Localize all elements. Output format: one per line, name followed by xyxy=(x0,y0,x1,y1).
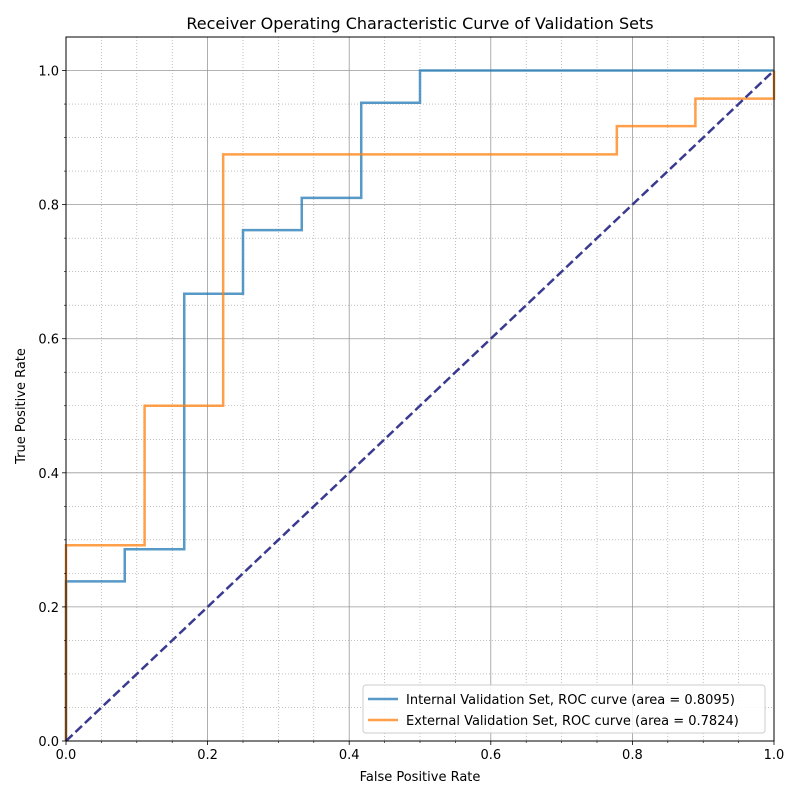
legend: Internal Validation Set, ROC curve (area… xyxy=(362,684,766,734)
series-layer xyxy=(64,69,776,742)
x-tick-label: 1.0 xyxy=(764,748,785,763)
y-axis-label: True Positive Rate xyxy=(14,348,29,465)
external-validation-roc-line xyxy=(64,70,776,741)
legend-box xyxy=(362,684,766,734)
x-tick-label: 0.2 xyxy=(197,748,218,763)
y-tick-label: 0.8 xyxy=(38,199,59,214)
chart-title: Receiver Operating Characteristic Curve … xyxy=(186,14,653,33)
x-tick-label: 0.6 xyxy=(480,748,501,763)
x-tick-label: 0.8 xyxy=(622,748,643,763)
x-tick-label: 0.4 xyxy=(339,748,360,763)
y-tick-label: 0.2 xyxy=(38,601,59,616)
y-tick-label: 0.6 xyxy=(38,333,59,348)
legend-label-external: External Validation Set, ROC curve (area… xyxy=(406,714,739,729)
internal-validation-roc-line xyxy=(64,69,774,741)
x-axis-label: False Positive Rate xyxy=(360,770,481,785)
tick-layer: 0.0 0.2 0.4 0.6 0.8 1.0 0.0 0.2 0.4 0.6 0.8 1.0 xyxy=(38,65,784,763)
y-tick-label: 1.0 xyxy=(38,65,59,80)
x-tick-label: 0.0 xyxy=(56,748,77,763)
y-tick-label: 0.0 xyxy=(38,735,59,750)
y-tick-label: 0.4 xyxy=(38,467,59,482)
chance-diagonal-line xyxy=(65,69,775,742)
legend-label-internal: Internal Validation Set, ROC curve (area… xyxy=(406,693,735,708)
